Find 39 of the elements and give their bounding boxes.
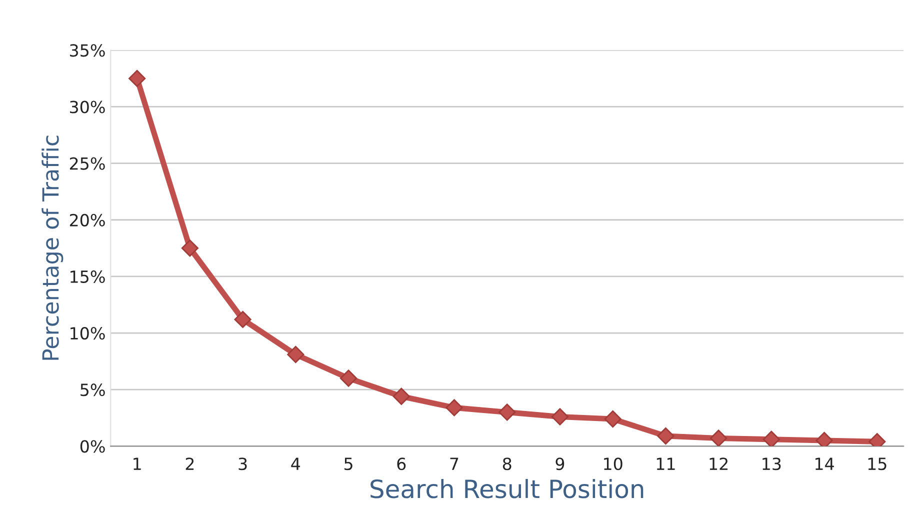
y-tick-label: 25% bbox=[70, 157, 105, 170]
point bbox=[128, 70, 146, 87]
y-tick-label: 0% bbox=[80, 440, 105, 453]
point bbox=[816, 432, 833, 446]
x-tick-label: 5 bbox=[344, 458, 352, 470]
y-tick-label: 30% bbox=[70, 100, 105, 114]
x-axis-title: Search Result Position bbox=[370, 478, 644, 498]
x-tick-label: 3 bbox=[238, 458, 247, 470]
point bbox=[234, 310, 252, 328]
x-tick-label: 12 bbox=[710, 458, 728, 470]
point bbox=[392, 388, 410, 405]
point bbox=[287, 346, 304, 364]
x-tick-label: 13 bbox=[762, 458, 781, 470]
point bbox=[446, 399, 463, 416]
x-tick-label: 7 bbox=[450, 458, 458, 470]
y-tick-label: 35% bbox=[70, 44, 105, 57]
point bbox=[498, 404, 516, 421]
x-tick-label: 6 bbox=[397, 458, 406, 470]
x-tick-label: 2 bbox=[186, 458, 194, 470]
point bbox=[604, 410, 622, 428]
x-tick-label: 11 bbox=[656, 458, 675, 470]
x-tick-label: 1 bbox=[134, 458, 141, 470]
point bbox=[340, 370, 358, 387]
y-tick-label: 15% bbox=[70, 270, 105, 284]
y-tick-label: 10% bbox=[70, 326, 105, 340]
x-tick-label: 8 bbox=[502, 458, 512, 470]
point bbox=[657, 427, 674, 445]
x-tick-label: 15 bbox=[868, 458, 886, 470]
y-tick-label: 20% bbox=[70, 214, 105, 226]
y-axis-title: Percentage of Traffic bbox=[42, 136, 64, 360]
x-tick-label: 14 bbox=[815, 458, 834, 470]
x-tick-label: 10 bbox=[604, 458, 622, 470]
point bbox=[551, 408, 569, 426]
point bbox=[181, 240, 198, 257]
point bbox=[710, 430, 728, 446]
y-tick-label: 5% bbox=[80, 384, 105, 396]
x-tick-label: 9 bbox=[556, 458, 564, 470]
x-tick-label: 4 bbox=[291, 458, 300, 470]
point bbox=[762, 430, 780, 446]
